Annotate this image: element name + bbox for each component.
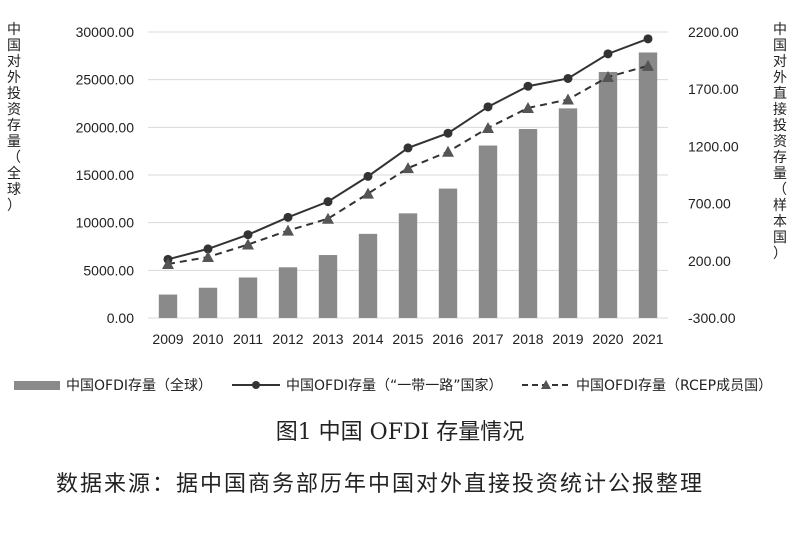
right-tick-label: 1200.00 (688, 138, 739, 154)
left-axis-ticks: 30000.00 25000.00 20000.00 15000.00 10000.00… (76, 24, 135, 326)
source-note: 数据来源：据中国商务部历年中国对外直接投资统计公报整理 (56, 472, 705, 497)
left-tick-label: 10000.00 (76, 215, 135, 231)
point-rcep (562, 93, 574, 105)
right-tick-label: -300.00 (688, 310, 736, 326)
point-rcep (602, 70, 614, 82)
bar (238, 277, 258, 318)
right-tick-label: 1700.00 (688, 81, 739, 97)
x-tick-label: 2012 (272, 331, 303, 347)
x-tick-label: 2010 (192, 331, 223, 347)
right-tick-label: 200.00 (688, 253, 731, 269)
legend-item-global: 中国OFDI存量（全球） (14, 370, 212, 400)
right-tick-label: 2200.00 (688, 24, 739, 40)
left-tick-label: 25000.00 (76, 72, 135, 88)
y-right-axis-title: 中国对外直接投资存量（样本国） (773, 22, 787, 262)
point-rcep (362, 187, 374, 199)
point-belt-road (563, 73, 573, 83)
left-tick-label: 30000.00 (76, 24, 135, 40)
legend-line-triangle-swatch (522, 380, 570, 389)
bar-series (158, 52, 658, 318)
bar (558, 108, 578, 318)
legend-bar-swatch (14, 381, 60, 390)
x-tick-label: 2018 (512, 331, 543, 347)
legend-label-belt-road: 中国OFDI存量（“一带一路”国家） (286, 378, 503, 394)
x-tick-label: 2021 (632, 331, 663, 347)
x-tick-label: 2013 (312, 331, 343, 347)
point-rcep (162, 258, 174, 270)
x-tick-label: 2019 (552, 331, 583, 347)
left-tick-label: 5000.00 (83, 262, 134, 278)
right-tick-label: 700.00 (688, 196, 731, 212)
point-rcep (642, 59, 654, 71)
point-belt-road (603, 49, 613, 59)
point-belt-road (443, 128, 453, 138)
left-tick-label: 0.00 (107, 310, 134, 326)
x-tick-label: 2016 (432, 331, 463, 347)
bar (198, 287, 218, 318)
x-tick-label: 2017 (472, 331, 503, 347)
bar (278, 267, 298, 318)
point-belt-road (203, 244, 213, 254)
bar (158, 294, 178, 318)
point-rcep (482, 121, 494, 133)
point-rcep (282, 224, 294, 236)
point-belt-road (483, 102, 493, 112)
point-rcep (442, 145, 454, 157)
bar (518, 129, 538, 318)
point-belt-road (403, 143, 413, 153)
bar (638, 52, 658, 318)
bar (318, 255, 338, 318)
line-series (162, 34, 654, 270)
bar (358, 233, 378, 318)
point-rcep (522, 101, 534, 113)
x-tick-label: 2011 (233, 331, 263, 347)
legend-line-circle-swatch (232, 381, 280, 389)
point-belt-road (643, 34, 653, 44)
bar (598, 71, 618, 318)
x-tick-label: 2014 (352, 331, 383, 347)
legend: 中国OFDI存量（全球） 中国OFDI存量（“一带一路”国家） 中国OFDI存量… (0, 370, 800, 400)
point-belt-road (283, 212, 293, 222)
legend-label-rcep: 中国OFDI存量（RCEP成员国） (576, 378, 773, 394)
legend-item-rcep: 中国OFDI存量（RCEP成员国） (520, 370, 772, 400)
bar (478, 145, 498, 318)
x-tick-label: 2015 (392, 331, 423, 347)
point-rcep (202, 251, 214, 263)
point-rcep (322, 212, 334, 224)
point-belt-road (523, 81, 533, 91)
left-tick-label: 15000.00 (76, 167, 135, 183)
right-axis-ticks: 2200.00 1700.00 1200.00 700.00 200.00 -300.00 (688, 24, 739, 326)
left-tick-label: 20000.00 (76, 119, 135, 135)
x-tick-label: 2020 (592, 331, 623, 347)
legend-item-belt-road: 中国OFDI存量（“一带一路”国家） (230, 370, 503, 400)
x-tick-label: 2009 (152, 331, 183, 347)
legend-label-global: 中国OFDI存量（全球） (66, 378, 212, 394)
point-belt-road (243, 230, 253, 240)
bar (398, 213, 418, 318)
axis-titles: 中国对外投资存量（全球） 中国对外直接投资存量（样本国） (7, 22, 787, 262)
point-rcep (242, 238, 254, 250)
point-belt-road (323, 197, 333, 207)
y-left-axis-title: 中国对外投资存量（全球） (7, 22, 21, 214)
chart: 30000.00 25000.00 20000.00 15000.00 10000.00… (7, 22, 787, 347)
bar (438, 188, 458, 318)
figure-caption: 图1 中国 OFDI 存量情况 (275, 420, 525, 445)
point-rcep (402, 162, 414, 174)
point-belt-road (363, 171, 373, 181)
x-axis-ticks: 2009 2010 2011 2012 2013 2014 2015 2016 2017 2018… (152, 331, 663, 347)
